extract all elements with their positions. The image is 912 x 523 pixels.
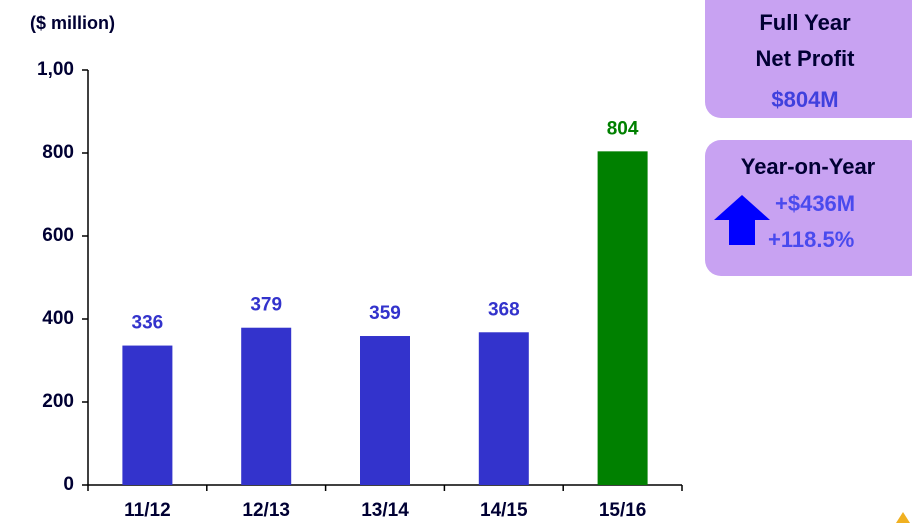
bar [360, 336, 410, 485]
yoy-box [705, 140, 912, 276]
x-tick-label: 12/13 [242, 500, 290, 521]
box-value: $804M [771, 87, 838, 112]
bar [597, 151, 648, 485]
value-label: 804 [607, 118, 639, 139]
up-arrow [714, 195, 770, 245]
bar [241, 327, 292, 485]
y-tick-label: 600 [42, 225, 74, 246]
corner-icon [896, 512, 910, 523]
profit-box [705, 0, 912, 118]
x-tick-label: 13/14 [361, 500, 409, 521]
y-tick-label: 1,00 [37, 59, 74, 80]
x-tick-label: 11/12 [124, 500, 171, 521]
x-tick-label: 14/15 [480, 500, 528, 521]
y-tick-label: 200 [42, 391, 74, 412]
y-tick-label: 400 [42, 308, 74, 329]
box-heading: Year-on-Year [741, 154, 876, 179]
x-tick-label: 15/16 [599, 500, 647, 521]
box-value: +118.5% [768, 227, 854, 252]
value-label: 379 [250, 295, 282, 316]
value-label: 336 [132, 313, 164, 334]
bar [478, 332, 529, 485]
box-heading: Full Year [759, 10, 851, 35]
box-value: +$436M [775, 191, 855, 216]
value-label: 368 [488, 299, 520, 320]
box-heading: Net Profit [756, 46, 856, 71]
chart-title: ($ million) [30, 13, 115, 33]
bar [122, 345, 173, 485]
value-label: 359 [369, 303, 401, 324]
y-tick-label: 800 [42, 142, 74, 163]
y-tick-label: 0 [63, 474, 74, 495]
